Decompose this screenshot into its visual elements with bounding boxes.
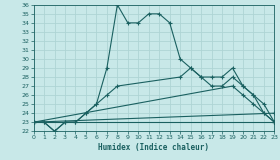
- X-axis label: Humidex (Indice chaleur): Humidex (Indice chaleur): [99, 143, 209, 152]
